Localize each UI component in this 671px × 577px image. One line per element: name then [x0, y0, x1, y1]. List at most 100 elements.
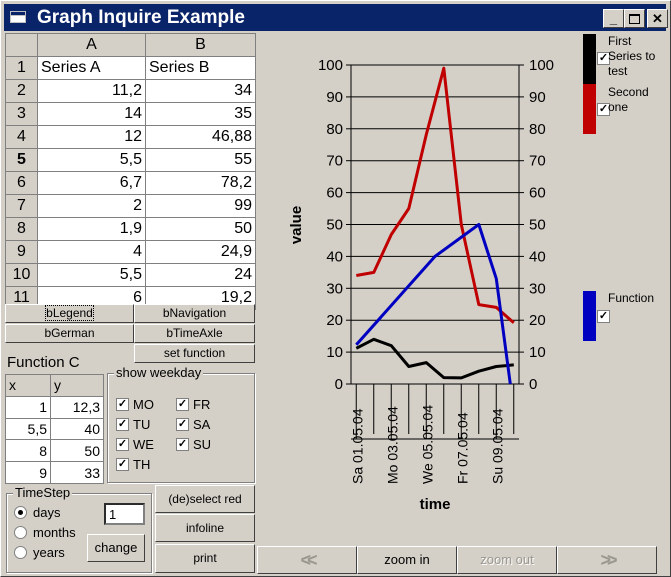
timestep-radio-days[interactable]: days — [14, 505, 60, 520]
function-cell-y[interactable]: 40 — [50, 417, 104, 441]
table-row[interactable]: 5 5,5 55 — [5, 148, 256, 172]
x-tick-label: Su 09.05.04 — [489, 408, 505, 484]
cell-series-a[interactable]: 5,5 — [37, 148, 146, 172]
cell-series-b[interactable]: 24,9 — [145, 240, 256, 264]
x-tick-label: We 05.05.04 — [419, 405, 435, 484]
blegend-button[interactable]: bLegend — [5, 304, 134, 323]
cell-series-a[interactable]: 12 — [37, 125, 146, 149]
function-header-x[interactable]: x — [5, 374, 51, 397]
zoom-out-button[interactable]: zoom out — [457, 546, 557, 574]
title-bar[interactable]: Graph Inquire Example _ ✕ — [4, 4, 668, 31]
grid-corner[interactable] — [5, 33, 38, 57]
btimeaxle-button[interactable]: bTimeAxle — [134, 324, 255, 343]
function-cell-y[interactable]: 50 — [50, 439, 104, 463]
row-header[interactable]: 8 — [5, 217, 38, 241]
cell-series-b[interactable]: 46,88 — [145, 125, 256, 149]
cell-series-b[interactable]: 35 — [145, 102, 256, 126]
table-row[interactable]: 7 2 99 — [5, 194, 256, 218]
table-row[interactable]: 8 1,9 50 — [5, 217, 256, 241]
checkbox-icon: ✓ — [176, 438, 189, 452]
function-row[interactable]: 9 33 — [5, 461, 104, 484]
legend-check-series-b[interactable]: ✓ — [597, 103, 610, 116]
function-cell-x[interactable]: 8 — [5, 439, 51, 463]
function-header-y[interactable]: y — [50, 374, 104, 397]
row-header[interactable]: 9 — [5, 240, 38, 264]
cell-series-b[interactable]: 34 — [145, 79, 256, 103]
row-header[interactable]: 4 — [5, 125, 38, 149]
row-header[interactable]: 3 — [5, 102, 38, 126]
function-cell-y[interactable]: 33 — [50, 461, 104, 484]
weekday-checkbox-we[interactable]: ✓ WE — [116, 437, 154, 452]
weekday-label: TU — [133, 417, 151, 432]
table-row[interactable]: 10 5,5 24 — [5, 263, 256, 287]
column-header-a[interactable]: A — [37, 33, 146, 57]
change-button[interactable]: change — [87, 534, 145, 562]
timestep-radio-months[interactable]: months — [14, 525, 76, 540]
cell-series-a[interactable]: 6,7 — [37, 171, 146, 195]
table-row[interactable]: 1 Series A Series B — [5, 56, 256, 80]
table-row[interactable]: 6 6,7 78,2 — [5, 171, 256, 195]
weekday-checkbox-tu[interactable]: ✓ TU — [116, 417, 150, 432]
function-row[interactable]: 8 50 — [5, 439, 104, 463]
cell-series-a[interactable]: 5,5 — [37, 263, 146, 287]
bgerman-button[interactable]: bGerman — [5, 324, 134, 343]
weekday-checkbox-mo[interactable]: ✓ MO — [116, 397, 154, 412]
timestep-group-label: TimeStep — [13, 485, 73, 500]
prev-button[interactable]: << — [257, 546, 357, 574]
weekday-checkbox-su[interactable]: ✓ SU — [176, 437, 211, 452]
data-grid[interactable]: A B 1 Series A Series B 2 11,2 34 3 14 35 4 12 46,8… — [5, 33, 256, 310]
timestep-input[interactable] — [104, 503, 145, 525]
function-row[interactable]: 5,5 40 — [5, 417, 104, 441]
cell-series-a[interactable]: 1,9 — [37, 217, 146, 241]
cell-series-b[interactable]: 55 — [145, 148, 256, 172]
maximize-button[interactable] — [624, 9, 645, 28]
chart[interactable]: 0 0 10 10 20 20 30 30 40 40 50 50 60 60 70 70 80 80 90 90 10… — [257, 33, 667, 543]
row-header[interactable]: 5 — [5, 148, 38, 172]
function-cell-x[interactable]: 1 — [5, 395, 51, 419]
cell-series-a[interactable]: 11,2 — [37, 79, 146, 103]
cell-series-b[interactable]: 78,2 — [145, 171, 256, 195]
zoom-in-button[interactable]: zoom in — [357, 546, 457, 574]
weekday-checkbox-th[interactable]: ✓ TH — [116, 457, 150, 472]
print-button[interactable]: print — [155, 544, 255, 573]
column-header-b[interactable]: B — [145, 33, 256, 57]
legend-check-series-a[interactable]: ✓ — [597, 52, 610, 65]
cell-series-a[interactable]: 4 — [37, 240, 146, 264]
function-cell-y[interactable]: 12,3 — [50, 395, 104, 419]
weekday-checkbox-fr[interactable]: ✓ FR — [176, 397, 210, 412]
set-function-button[interactable]: set function — [134, 344, 255, 363]
table-row[interactable]: 2 11,2 34 — [5, 79, 256, 103]
bnavigation-button[interactable]: bNavigation — [134, 304, 255, 323]
close-button[interactable]: ✕ — [647, 9, 668, 28]
cell-series-b[interactable]: 24 — [145, 263, 256, 287]
radio-label: months — [33, 525, 76, 540]
cell-series-a[interactable]: 14 — [37, 102, 146, 126]
timestep-group: TimeStep — [6, 485, 152, 573]
table-row[interactable]: 9 4 24,9 — [5, 240, 256, 264]
row-header[interactable]: 1 — [5, 56, 38, 80]
row-header[interactable]: 2 — [5, 79, 38, 103]
cell-series-b[interactable]: 50 — [145, 217, 256, 241]
function-grid[interactable]: x y 1 12,3 5,5 40 8 50 9 33 — [5, 374, 104, 484]
row-header[interactable]: 7 — [5, 194, 38, 218]
cell-series-a[interactable]: Series A — [37, 56, 146, 80]
weekday-checkbox-sa[interactable]: ✓ SA — [176, 417, 210, 432]
function-cell-x[interactable]: 5,5 — [5, 417, 51, 441]
next-button[interactable]: >> — [557, 546, 657, 574]
row-header[interactable]: 10 — [5, 263, 38, 287]
cell-series-b[interactable]: Series B — [145, 56, 256, 80]
minimize-button[interactable]: _ — [603, 9, 624, 28]
legend-check-function[interactable]: ✓ — [597, 310, 610, 323]
row-header[interactable]: 6 — [5, 171, 38, 195]
y-tick-label-right: 0 — [529, 376, 537, 393]
function-row[interactable]: 1 12,3 — [5, 395, 104, 419]
infoline-button[interactable]: infoline — [155, 514, 255, 542]
y-tick-label-left: 10 — [326, 344, 343, 361]
table-row[interactable]: 4 12 46,88 — [5, 125, 256, 149]
deselect-red-button[interactable]: (de)select red — [155, 485, 255, 513]
cell-series-a[interactable]: 2 — [37, 194, 146, 218]
table-row[interactable]: 3 14 35 — [5, 102, 256, 126]
timestep-radio-years[interactable]: years — [14, 545, 65, 560]
function-cell-x[interactable]: 9 — [5, 461, 51, 484]
cell-series-b[interactable]: 99 — [145, 194, 256, 218]
